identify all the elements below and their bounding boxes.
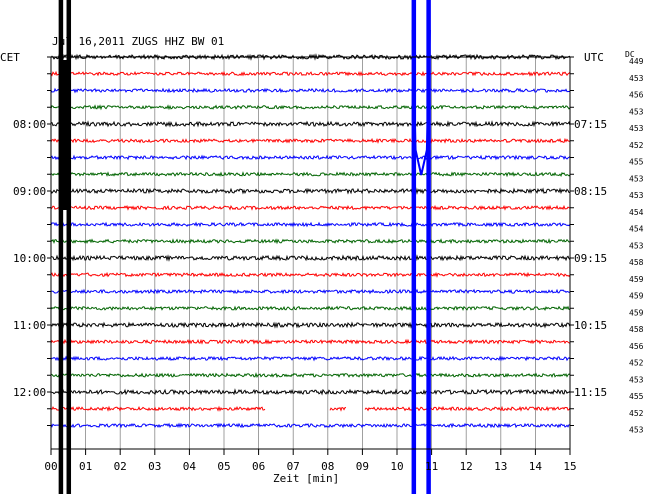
right-hour-label: 09:15 <box>574 252 607 265</box>
x-tick-label: 02 <box>114 460 127 473</box>
dc-offset-label: 452 <box>629 141 644 150</box>
trace-line <box>50 338 571 345</box>
dc-offset-label: 454 <box>629 225 644 234</box>
trace-line <box>50 204 571 211</box>
dc-offset-label: 453 <box>629 107 644 116</box>
dc-offset-label: 459 <box>629 275 644 284</box>
left-hour-label: 08:00 <box>13 118 46 131</box>
trace-line <box>50 221 571 228</box>
trace-line <box>50 154 571 161</box>
x-tick-label: 05 <box>217 460 230 473</box>
trace-line <box>50 70 571 77</box>
dc-offset-label: 456 <box>629 342 644 351</box>
blue-signal-band <box>411 0 417 494</box>
dc-offset-label: 452 <box>629 409 644 418</box>
black-disturbance-band <box>58 0 64 494</box>
trace-line <box>50 104 571 111</box>
x-axis-label: Zeit [min] <box>273 472 339 485</box>
dc-offset-label: 453 <box>629 375 644 384</box>
dc-offset-label: 458 <box>629 258 644 267</box>
dc-offset-label: 454 <box>629 208 644 217</box>
trace-line <box>50 238 571 245</box>
left-hour-label: 11:00 <box>13 319 46 332</box>
dc-offset-label: 453 <box>629 174 644 183</box>
trace-line <box>50 422 571 429</box>
tick-labels: 00 01 02 03 04 05 06 07 08 09 10 11 12 13 14 15 449 453 45… <box>13 57 644 473</box>
x-tick-label: 15 <box>563 460 576 473</box>
x-tick-label: 00 <box>44 460 57 473</box>
x-tick-label: 13 <box>494 460 507 473</box>
x-tick-label: 10 <box>390 460 403 473</box>
dc-offset-label: 449 <box>629 57 644 66</box>
trace-line <box>50 372 571 379</box>
trace-line <box>50 288 571 295</box>
black-disturbance-blob <box>58 60 72 210</box>
trace-line <box>50 120 571 128</box>
left-hour-label: 10:00 <box>13 252 46 265</box>
x-tick-label: 04 <box>183 460 197 473</box>
trace-line <box>50 405 266 412</box>
trace-line <box>50 137 571 144</box>
right-hour-label: 08:15 <box>574 185 607 198</box>
x-tick-label: 03 <box>148 460 161 473</box>
dc-offset-label: 453 <box>629 74 644 83</box>
x-tick-label: 08 <box>321 460 334 473</box>
x-tick-label: 01 <box>79 460 92 473</box>
dc-offset-label: 452 <box>629 359 644 368</box>
event-overlays <box>58 0 431 494</box>
dc-offset-label: 455 <box>629 158 644 167</box>
x-tick-label: 12 <box>460 460 473 473</box>
left-hour-label: 12:00 <box>13 386 46 399</box>
trace-line <box>50 187 571 195</box>
trace-line <box>50 321 571 329</box>
x-tick-label: 06 <box>252 460 265 473</box>
left-axis-title: CET <box>0 51 20 64</box>
blue-signal-wave <box>411 29 431 176</box>
time-grid <box>50 57 571 455</box>
x-tick-label: 07 <box>287 460 300 473</box>
trace-line <box>50 171 571 178</box>
dc-offset-label: 455 <box>629 392 644 401</box>
trace-line <box>50 305 571 312</box>
trace-line <box>329 406 346 412</box>
dc-offset-label: 458 <box>629 325 644 334</box>
trace-line <box>364 405 571 412</box>
dc-offset-label: 453 <box>629 426 644 435</box>
blue-signal-band <box>426 0 431 494</box>
plot-frame <box>50 56 571 450</box>
dc-offset-label: 456 <box>629 91 644 100</box>
dc-offset-label: 459 <box>629 292 644 301</box>
traces <box>47 53 574 429</box>
dc-offset-label: 453 <box>629 191 644 200</box>
black-disturbance-band <box>66 0 72 494</box>
trace-line <box>50 254 571 262</box>
dc-offset-label: 459 <box>629 308 644 317</box>
dc-offset-label: 453 <box>629 124 644 133</box>
x-tick-label: 11 <box>425 460 438 473</box>
trace-line <box>50 388 571 396</box>
trace-line <box>50 87 571 94</box>
right-hour-label: 11:15 <box>574 386 607 399</box>
right-hour-label: 07:15 <box>574 118 607 131</box>
right-hour-label: 10:15 <box>574 319 607 332</box>
labels: Jul 16,2011 ZUGS HHZ BW 01 CET UTC DC Ze… <box>0 35 635 485</box>
x-tick-label: 09 <box>356 460 369 473</box>
left-hour-label: 09:00 <box>13 185 46 198</box>
dc-label: DC <box>625 50 635 59</box>
trace-line <box>50 271 571 278</box>
dc-offset-label: 453 <box>629 241 644 250</box>
x-tick-label: 14 <box>529 460 543 473</box>
chart-title: Jul 16,2011 ZUGS HHZ BW 01 <box>52 35 224 48</box>
trace-line <box>50 355 571 362</box>
right-axis-title: UTC <box>584 51 604 64</box>
